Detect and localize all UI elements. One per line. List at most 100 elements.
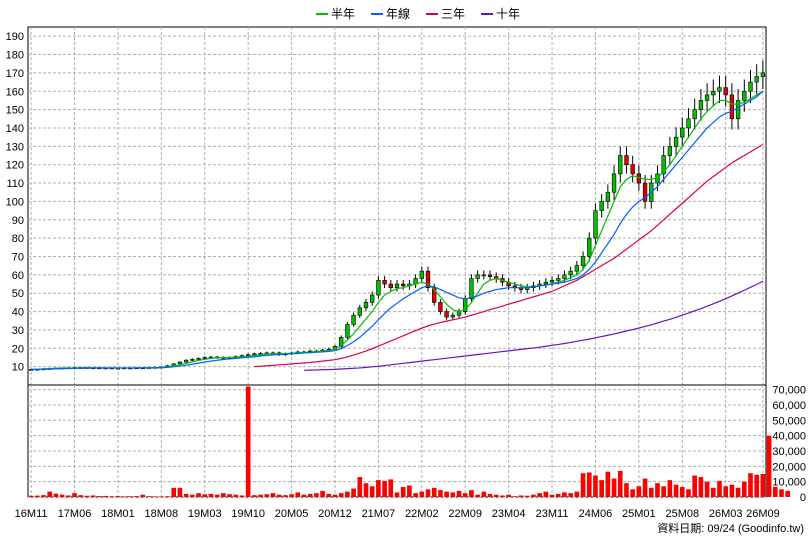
x-tick-label: 21M07 [362,508,396,520]
candle-body [749,82,753,91]
volume-bar [711,488,716,497]
candle-body [594,211,598,239]
volume-bar [388,479,393,497]
volume-bar [438,490,443,497]
candle-body [581,256,585,265]
candle-body [364,302,368,308]
volume-bar [544,492,549,497]
volume-bar [128,496,133,497]
price-tick-label: 100 [6,196,24,208]
volume-bar [606,472,611,497]
volume-bar [481,492,486,497]
volume-bar [612,479,617,497]
price-tick-label: 110 [6,178,24,190]
candle-body [687,119,691,128]
candle-body [190,359,194,360]
candle-body [699,100,703,109]
volume-bar [624,483,629,497]
volume-bar [395,492,400,497]
volume-bar [674,485,679,497]
volume-bar [537,493,542,497]
candle-body [625,156,629,165]
price-tick-label: 40 [12,307,24,319]
candle-body [587,238,591,256]
chart-legend: 半年 年線 三年 十年 [316,6,520,21]
volume-bar [364,483,369,497]
volume-bar [159,496,164,497]
price-tick-label: 130 [6,141,24,153]
volume-tick-label: 20,000 [772,461,806,473]
volume-bar [91,495,96,497]
candle-body [476,275,480,279]
volume-bar [562,492,567,497]
volume-bar [699,477,704,497]
volume-bar [556,494,561,497]
volume-bar [618,471,623,497]
volume-bar [227,494,232,497]
volume-bar [60,495,65,497]
candle-body [618,156,622,174]
volume-bar [202,494,207,497]
volume-bar [221,493,226,497]
volume-bar [668,480,673,497]
candle-body [451,315,455,317]
volume-bar [357,477,362,497]
x-tick-label: 26M03 [709,508,743,520]
volume-bar [506,495,511,497]
x-axis: 16M11 17M06 18M01 18M08 19M03 19M10 20M05 20M12… [15,508,780,520]
volume-bar [680,487,685,497]
x-tick-label: 26M09 [746,508,780,520]
volume-bar [717,481,722,497]
volume-bar [209,494,214,497]
volume-bar [661,486,666,497]
candle-body [693,110,697,119]
volume-bar [413,493,418,497]
volume-bar [649,488,654,497]
price-tick-label: 90 [12,215,24,227]
volume-bar [289,494,294,497]
candle-body [352,315,356,324]
volume-bar [773,487,778,497]
candle-body [470,279,474,299]
x-tick-label: 25M08 [665,508,699,520]
volume-bar [153,496,158,497]
volume-bar [500,495,505,497]
price-tick-label: 190 [6,31,24,43]
candle-body [674,137,678,146]
volume-bar [66,495,71,497]
volume-bar [581,473,586,497]
volume-tick-label: 40,000 [772,431,806,443]
volume-bar [233,495,238,497]
volume-bar [767,436,772,497]
volume-tick-label: 0 [800,492,806,504]
price-tick-label: 10 [12,362,24,374]
candle-body [253,354,257,355]
price-tick-label: 60 [12,270,24,282]
volume-bar [599,480,604,497]
candle-body [178,362,182,364]
volume-bar [444,492,449,497]
volume-bar [630,489,635,497]
volume-bar [314,493,319,497]
x-tick-label: 22M02 [405,508,439,520]
x-tick-label: 19M10 [231,508,265,520]
x-tick-label: 25M01 [622,508,656,520]
volume-bar [240,495,245,497]
candle-body [184,360,188,362]
volume-bar [736,488,741,497]
volume-tick-label: 10,000 [772,477,806,489]
volume-bar [339,493,344,497]
x-tick-label: 19M03 [188,508,222,520]
candle-body [550,280,554,282]
volume-bar [432,488,437,497]
price-tick-label: 120 [6,160,24,172]
volume-bar [140,495,145,497]
data-date-footer: 資料日期: 09/24 (Goodinfo.tw) [657,521,804,535]
candle-body [383,280,387,284]
volume-bar [575,492,580,497]
candle-body [680,128,684,137]
candle-body [711,91,715,95]
candle-body [755,77,759,83]
volume-bar [407,485,412,497]
volume-bar [271,493,276,497]
